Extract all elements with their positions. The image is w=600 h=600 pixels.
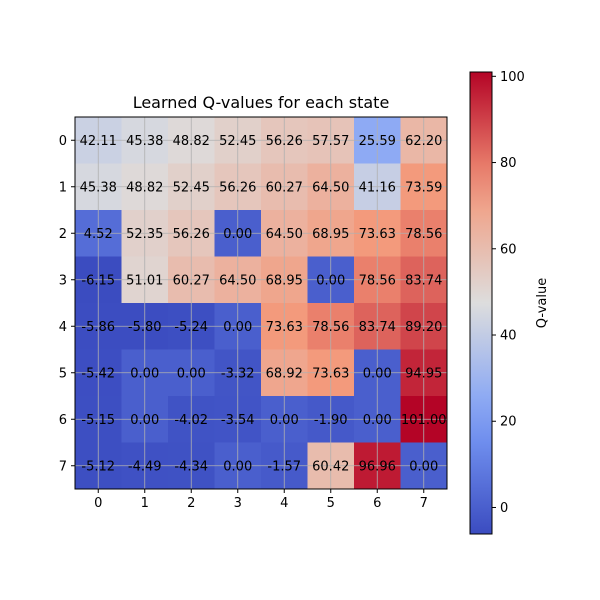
- x-tick-label: 7: [420, 496, 428, 511]
- cell-value-label: 64.50: [219, 273, 256, 288]
- cell-value-label: 60.27: [266, 180, 303, 195]
- cell-value-label: 83.74: [359, 320, 396, 335]
- cell-value-label: 0.00: [177, 366, 206, 381]
- cell-value-label: -4.49: [128, 459, 162, 474]
- cell-value-label: 78.56: [405, 227, 442, 242]
- colorbar-tick-label: 60: [500, 242, 517, 257]
- cell-value-label: 73.59: [405, 180, 442, 195]
- cell-value-label: 0.00: [223, 227, 252, 242]
- cell-value-label: 56.26: [219, 180, 256, 195]
- cell-value-label: 4.52: [84, 227, 113, 242]
- cell-value-label: 0.00: [223, 320, 252, 335]
- y-tick-label: 7: [59, 459, 67, 474]
- cell-value-label: 89.20: [405, 320, 442, 335]
- y-tick-label: 6: [59, 413, 67, 428]
- cell-value-label: 83.74: [405, 273, 442, 288]
- colorbar-tick-label: 80: [500, 156, 517, 171]
- cell-value-label: 56.26: [173, 227, 210, 242]
- cell-value-label: 0.00: [130, 413, 159, 428]
- x-tick-label: 0: [94, 496, 102, 511]
- cell-value-label: 52.45: [173, 180, 210, 195]
- colorbar-tick-label: 0: [500, 501, 508, 516]
- cell-value-label: -5.12: [81, 459, 115, 474]
- cell-value-label: -5.15: [81, 413, 115, 428]
- heatmap-cells: [75, 117, 448, 490]
- cell-value-label: 45.38: [126, 134, 163, 149]
- cell-value-label: 48.82: [173, 134, 210, 149]
- cell-value-label: 0.00: [270, 413, 299, 428]
- cell-value-label: -5.42: [81, 366, 115, 381]
- cell-value-label: 73.63: [359, 227, 396, 242]
- cell-value-label: 73.63: [312, 366, 349, 381]
- cell-value-label: -3.32: [221, 366, 255, 381]
- colorbar-ticks: 0 20 40 60 80 100: [492, 70, 525, 516]
- cell-value-label: 48.82: [126, 180, 163, 195]
- cell-value-label: 96.96: [359, 459, 396, 474]
- y-axis-ticks: 0 1 2 3 4 5 6 7: [59, 134, 75, 474]
- heatmap-value-labels: 42.11 45.38 48.82 52.45 56.26 57.57 25.59 62.20…: [80, 134, 447, 475]
- cell-value-label: -5.86: [81, 320, 115, 335]
- cell-value-label: 45.38: [80, 180, 117, 195]
- cell-value-label: 78.56: [359, 273, 396, 288]
- cell-value-label: 52.35: [126, 227, 163, 242]
- y-tick-label: 2: [59, 227, 67, 242]
- cell-value-label: 60.27: [173, 273, 210, 288]
- cell-value-label: -5.24: [174, 320, 208, 335]
- cell-value-label: 60.42: [312, 459, 349, 474]
- cell-value-label: 68.95: [266, 273, 303, 288]
- colorbar: [469, 71, 493, 535]
- cell-value-label: 78.56: [312, 320, 349, 335]
- cell-value-label: 94.95: [405, 366, 442, 381]
- y-tick-label: 4: [59, 320, 67, 335]
- cell-value-label: 64.50: [312, 180, 349, 195]
- cell-value-label: 0.00: [363, 413, 392, 428]
- cell-value-label: -4.34: [174, 459, 208, 474]
- x-tick-label: 2: [187, 496, 195, 511]
- cell-value-label: 64.50: [266, 227, 303, 242]
- cell-value-label: -6.15: [81, 273, 115, 288]
- cell-value-label: 101.00: [401, 413, 447, 428]
- cell-value-label: 57.57: [312, 134, 349, 149]
- cell-value-label: 0.00: [363, 366, 392, 381]
- cell-value-label: 0.00: [130, 366, 159, 381]
- x-axis-ticks: 0 1 2 3 4 5 6 7: [94, 489, 428, 511]
- cell-value-label: 51.01: [126, 273, 163, 288]
- cell-value-label: -5.80: [128, 320, 162, 335]
- cell-value-label: -4.02: [174, 413, 208, 428]
- colorbar-label: Q-value: [535, 278, 550, 328]
- heatmap-frame: [74, 116, 448, 490]
- cell-value-label: 41.16: [359, 180, 396, 195]
- cell-value-label: -3.54: [221, 413, 255, 428]
- heatmap-grid: [75, 117, 447, 489]
- cell-value-label: 52.45: [219, 134, 256, 149]
- colorbar-tick-label: 40: [500, 329, 517, 344]
- cell-value-label: 68.95: [312, 227, 349, 242]
- cell-value-label: -1.90: [314, 413, 348, 428]
- cell-value-label: -1.57: [267, 459, 301, 474]
- cell-value-label: 68.92: [266, 366, 303, 381]
- colorbar-tick-label: 20: [500, 415, 517, 430]
- y-tick-label: 0: [59, 134, 67, 149]
- colorbar-tick-label: 100: [500, 70, 525, 85]
- cell-value-label: 62.20: [405, 134, 442, 149]
- y-tick-label: 5: [59, 366, 67, 381]
- x-tick-label: 4: [280, 496, 288, 511]
- cell-value-label: 73.63: [266, 320, 303, 335]
- y-tick-label: 1: [59, 180, 67, 195]
- x-tick-label: 5: [327, 496, 335, 511]
- cell-value-label: 56.26: [266, 134, 303, 149]
- cell-value-label: 0.00: [223, 459, 252, 474]
- cell-value-label: 0.00: [316, 273, 345, 288]
- x-tick-label: 1: [141, 496, 149, 511]
- cell-value-label: 42.11: [80, 134, 117, 149]
- x-tick-label: 3: [234, 496, 242, 511]
- cell-value-label: 25.59: [359, 134, 396, 149]
- cell-value-label: 0.00: [409, 459, 438, 474]
- x-tick-label: 6: [373, 496, 381, 511]
- y-tick-label: 3: [59, 273, 67, 288]
- chart-title: Learned Q-values for each state: [133, 93, 390, 112]
